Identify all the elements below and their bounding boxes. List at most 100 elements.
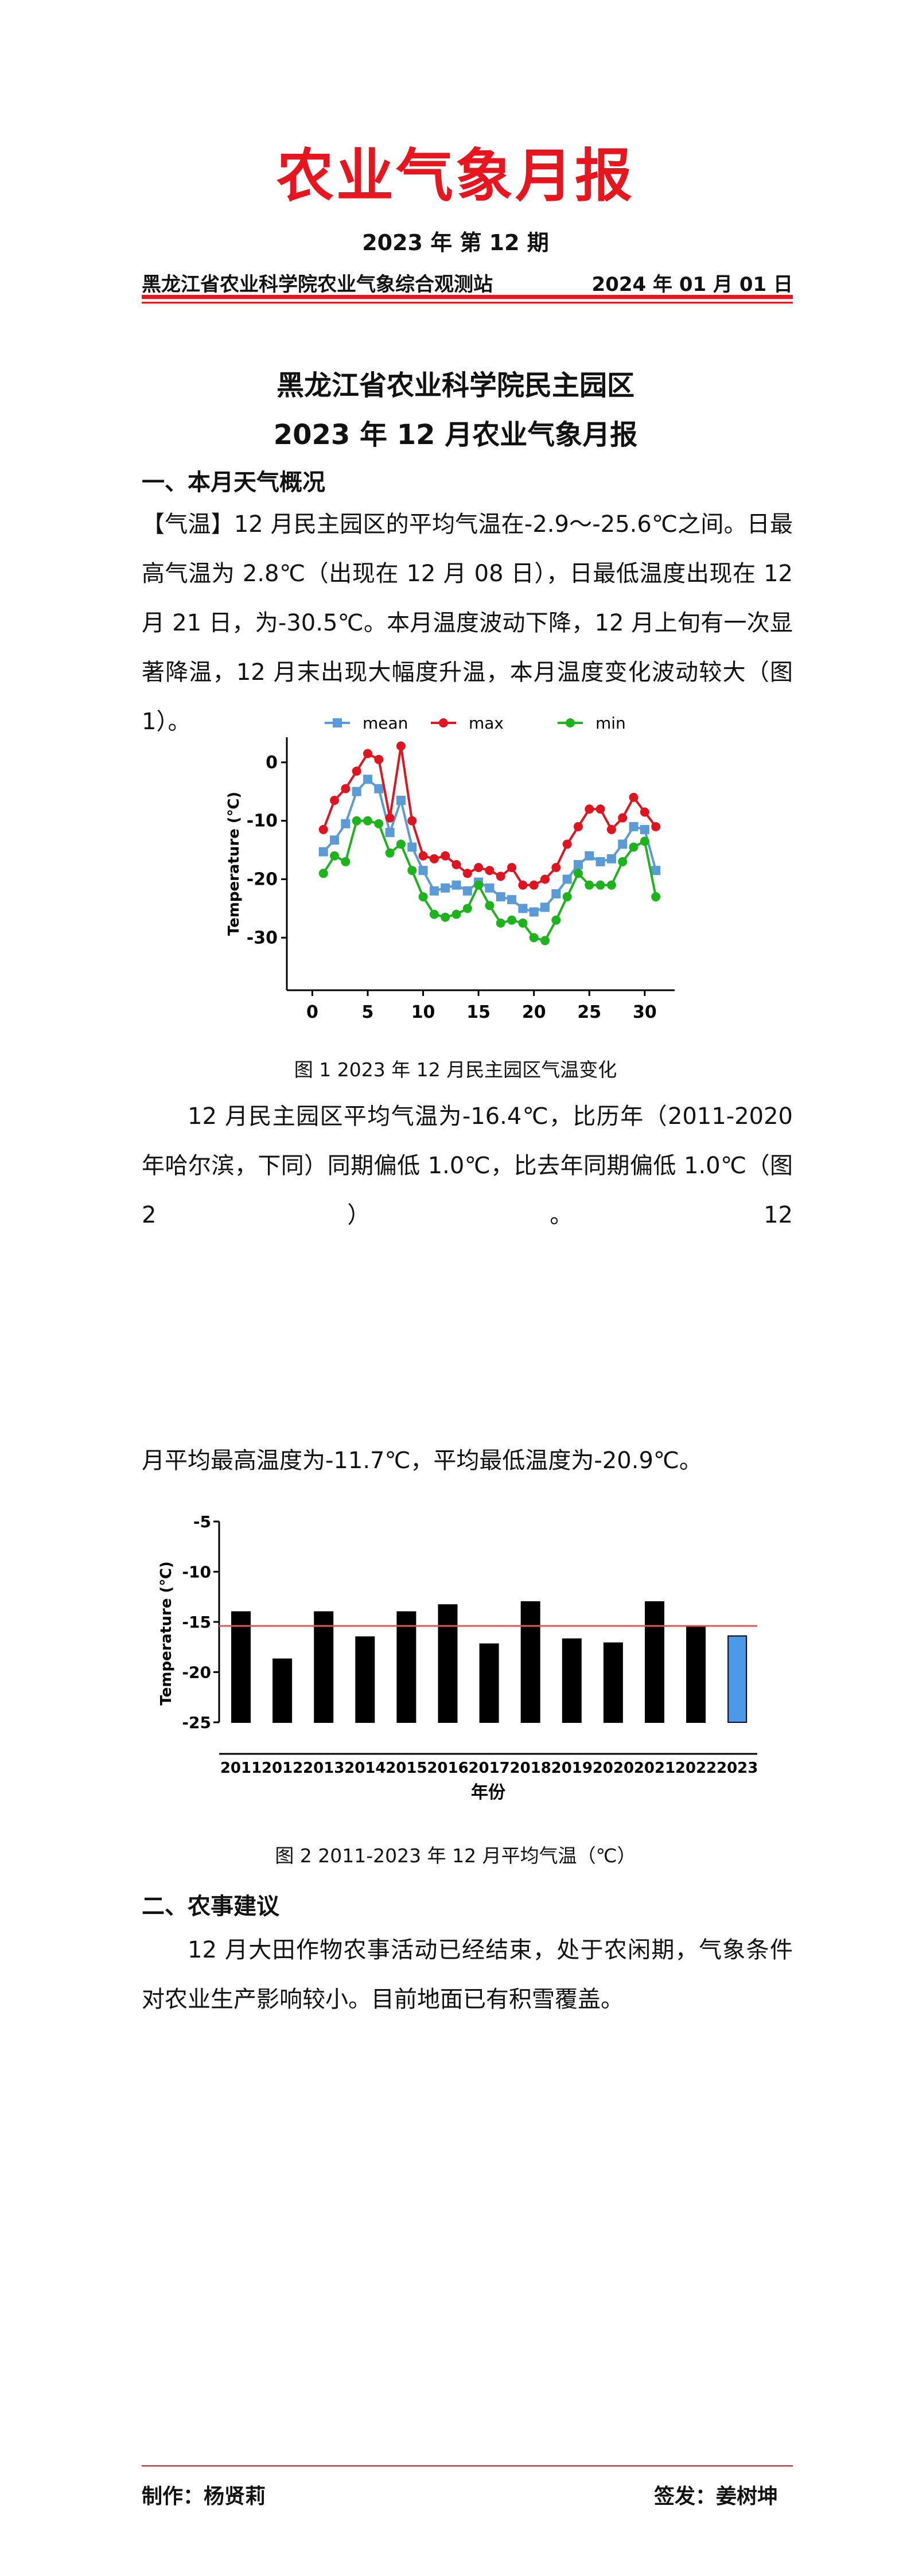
marker xyxy=(385,813,395,823)
x-tick-label: 2020 xyxy=(593,1760,634,1777)
marker xyxy=(496,871,505,881)
marker xyxy=(363,816,372,826)
y-tick-label: -15 xyxy=(182,1613,211,1632)
legend-label: min xyxy=(595,714,626,733)
x-tick-label: 2013 xyxy=(303,1760,344,1777)
marker xyxy=(518,904,528,913)
marker xyxy=(606,854,616,863)
marker xyxy=(540,902,550,912)
y-tick-label: -10 xyxy=(182,1563,211,1582)
marker xyxy=(396,741,406,751)
section-title: 二、农事建议 xyxy=(142,1893,279,1920)
marker xyxy=(474,863,484,873)
marker xyxy=(385,848,395,858)
bar xyxy=(438,1604,458,1723)
x-tick-label: 2022 xyxy=(675,1760,717,1777)
marker xyxy=(529,933,539,943)
bar xyxy=(520,1601,540,1723)
marker xyxy=(407,816,417,826)
marker xyxy=(562,874,572,884)
section-title: 一、本月天气概况 xyxy=(142,469,325,496)
marker xyxy=(341,819,351,828)
station: 黑龙江省农业科学院农业气象综合观测站 xyxy=(142,273,493,296)
heading: 2023 年 12 月农业气象月报 xyxy=(273,419,638,451)
marker xyxy=(363,775,372,784)
marker xyxy=(640,824,649,834)
marker xyxy=(551,889,561,898)
marker xyxy=(606,880,616,890)
marker xyxy=(341,857,351,866)
x-tick-label: 15 xyxy=(466,1002,490,1022)
marker xyxy=(418,851,428,861)
legend-label: max xyxy=(469,714,504,733)
marker xyxy=(485,866,495,875)
marker xyxy=(485,883,495,893)
y-tick-label: -30 xyxy=(247,928,278,948)
marker xyxy=(451,880,461,890)
marker xyxy=(441,851,450,861)
bar xyxy=(645,1601,664,1723)
marker xyxy=(629,822,639,831)
x-tick-label: 30 xyxy=(633,1002,657,1022)
marker xyxy=(606,824,616,834)
paragraph: 【气温】12 月民主园区的平均气温在-2.9～-25.6℃之间。日最高气温为 2… xyxy=(142,511,793,735)
series-line xyxy=(322,745,657,886)
x-tick-label: 5 xyxy=(362,1002,374,1022)
header-rule xyxy=(142,302,793,303)
x-tick-label: 2016 xyxy=(427,1760,468,1777)
legend-marker xyxy=(333,718,342,727)
marker xyxy=(318,824,328,834)
legend-marker xyxy=(566,718,575,727)
marker xyxy=(496,918,505,928)
marker xyxy=(651,866,661,875)
x-tick-label: 2012 xyxy=(262,1760,303,1777)
y-tick-label: -5 xyxy=(193,1512,211,1531)
y-tick-label: 0 xyxy=(266,753,278,773)
bar xyxy=(231,1611,251,1723)
x-tick-label: 2015 xyxy=(386,1760,427,1777)
x-tick-label: 2011 xyxy=(220,1760,262,1777)
marker xyxy=(573,869,583,878)
marker xyxy=(352,766,361,776)
marker xyxy=(330,795,340,805)
marker xyxy=(385,828,395,838)
marker xyxy=(396,795,406,805)
x-tick-label: 2014 xyxy=(344,1760,386,1777)
bar xyxy=(396,1611,416,1723)
temperature-chart: 0 -10 -20 -30 0 5 10 15 20 25 30 Temperature (℃) mea… xyxy=(225,714,675,1022)
marker xyxy=(429,886,439,896)
footer-rule xyxy=(142,2465,793,2466)
x-tick-label: 2018 xyxy=(510,1760,551,1777)
y-axis-label: Temperature (℃) xyxy=(225,792,243,936)
bar xyxy=(355,1636,375,1723)
bar xyxy=(479,1643,499,1723)
marker xyxy=(529,880,539,890)
marker xyxy=(374,754,384,764)
marker xyxy=(352,787,361,796)
series-line xyxy=(322,819,657,942)
y-axis-label: Temperature (℃) xyxy=(158,1561,175,1705)
marker xyxy=(451,909,461,919)
marker xyxy=(595,857,605,866)
y-tick-label: -20 xyxy=(247,869,278,889)
x-tick-label: 25 xyxy=(577,1002,601,1022)
marker xyxy=(540,874,550,884)
marker xyxy=(485,901,495,910)
x-axis-label: 年份 xyxy=(471,1783,505,1803)
marker xyxy=(341,784,351,793)
marker xyxy=(462,904,472,913)
bar xyxy=(686,1625,706,1723)
marker xyxy=(407,866,417,875)
marker xyxy=(562,839,572,849)
header-rule xyxy=(142,295,793,299)
marker xyxy=(418,892,428,902)
bar xyxy=(314,1611,334,1723)
marker xyxy=(551,863,561,873)
marker xyxy=(496,892,505,902)
marker xyxy=(551,915,561,925)
marker xyxy=(651,892,661,902)
marker xyxy=(595,804,605,814)
marker xyxy=(629,842,639,852)
report-title: 农业气象月报 xyxy=(277,142,634,209)
marker xyxy=(518,880,528,890)
